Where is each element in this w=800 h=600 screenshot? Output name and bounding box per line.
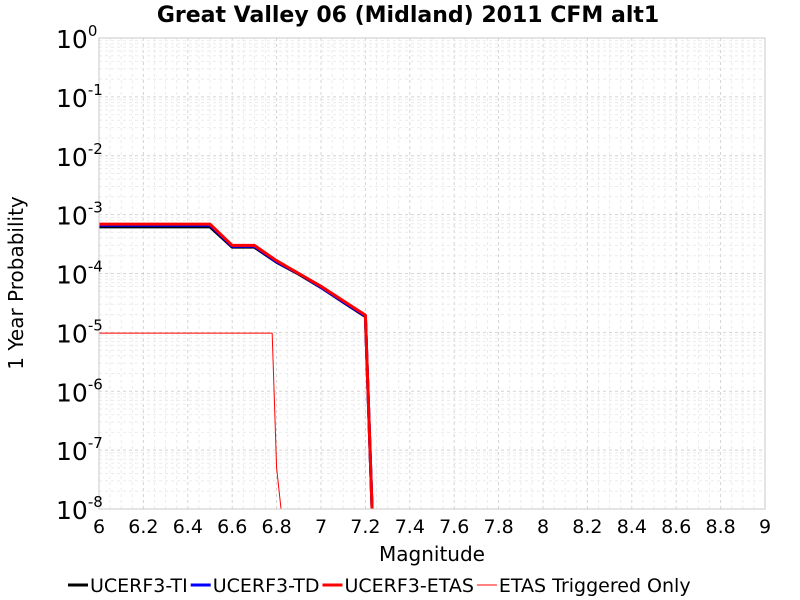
x-tick-label: 6.4: [173, 516, 203, 538]
y-tick-exponent: -3: [88, 199, 103, 217]
y-tick-label: 100: [56, 22, 97, 54]
x-tick-label: 6: [93, 516, 105, 538]
x-axis-label: Magnitude: [379, 542, 485, 566]
y-tick-label: 10-1: [56, 81, 103, 113]
x-tick-label: 8: [537, 516, 549, 538]
y-tick-base: 10: [56, 25, 88, 54]
y-tick-label: 10-5: [56, 316, 103, 348]
y-tick-base: 10: [56, 143, 88, 172]
y-tick-exponent: -4: [88, 258, 103, 276]
x-tick-label: 8.4: [617, 516, 647, 538]
y-tick-base: 10: [56, 496, 88, 525]
y-tick-label: 10-4: [56, 258, 103, 290]
y-tick-base: 10: [56, 319, 88, 348]
y-tick-exponent: -5: [88, 316, 103, 334]
x-tick-label: 9: [759, 516, 771, 538]
y-tick-exponent: -6: [88, 375, 103, 393]
x-tick-label: 8.2: [572, 516, 602, 538]
y-tick-exponent: -8: [88, 493, 103, 511]
chart-title: Great Valley 06 (Midland) 2011 CFM alt1: [157, 3, 659, 28]
y-tick-label: 10-3: [56, 199, 103, 231]
y-tick-exponent: -1: [88, 81, 103, 99]
y-tick-base: 10: [56, 378, 88, 407]
y-tick-exponent: -2: [88, 140, 103, 158]
x-tick-label: 7.4: [395, 516, 425, 538]
x-tick-label: 6.6: [217, 516, 247, 538]
x-tick-label: 7.2: [350, 516, 380, 538]
grid: [98, 37, 766, 510]
legend-label: UCERF3-TI: [90, 575, 188, 597]
y-tick-label: 10-7: [56, 434, 103, 466]
legend-label: UCERF3-TD: [213, 575, 320, 597]
y-tick-base: 10: [56, 202, 88, 231]
series-lines: [99, 222, 374, 509]
x-tick-label: 7.6: [439, 516, 469, 538]
y-tick-base: 10: [56, 437, 88, 466]
y-tick-exponent: 0: [88, 22, 98, 40]
y-axis-label: 1 Year Probability: [4, 196, 28, 370]
x-tick-label: 8.6: [661, 516, 691, 538]
series-line: [99, 332, 282, 509]
x-tick-label: 8.8: [705, 516, 735, 538]
y-tick-label: 10-2: [56, 140, 103, 172]
legend-label: ETAS Triggered Only: [499, 575, 691, 597]
y-tick-label: 10-8: [56, 493, 103, 525]
legend: UCERF3-TI UCERF3-TD UCERF3-ETAS ETAS Trigge…: [68, 575, 691, 597]
y-tick-label: 10-6: [56, 375, 103, 407]
x-tick-label: 7.8: [483, 516, 513, 538]
plot-border: [98, 37, 766, 510]
series-line: [99, 222, 374, 509]
x-tick-labels: 6 6.2 6.4 6.6 6.8 7 7.2 7.4 7.6 7.8 8 8.2 8.4 8.6 8.8 9: [93, 516, 771, 538]
y-tick-exponent: -7: [88, 434, 103, 452]
y-tick-base: 10: [56, 261, 88, 290]
x-tick-label: 6.8: [261, 516, 291, 538]
legend-label: UCERF3-ETAS: [344, 575, 473, 597]
x-tick-label: 6.2: [128, 516, 158, 538]
y-tick-base: 10: [56, 84, 88, 113]
x-tick-label: 7: [315, 516, 327, 538]
